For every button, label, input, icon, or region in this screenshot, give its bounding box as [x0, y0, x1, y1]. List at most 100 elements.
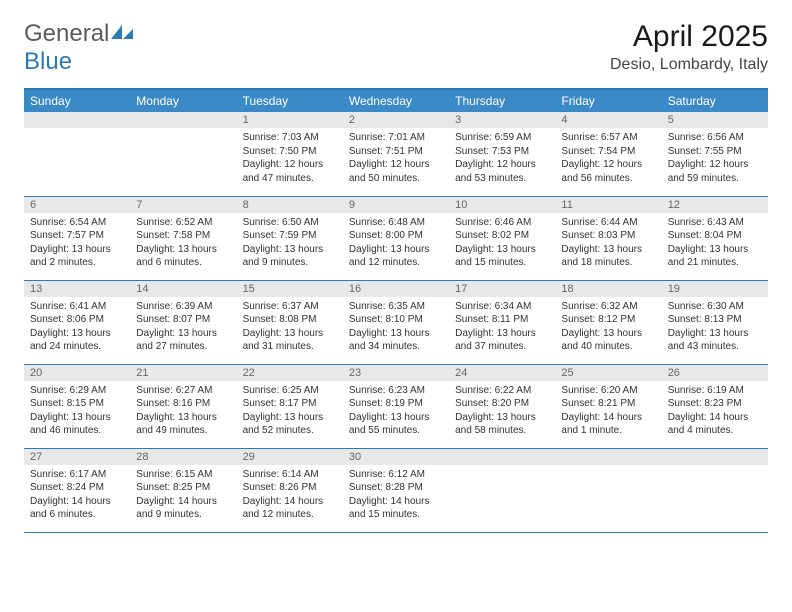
day-number: 25: [555, 365, 661, 381]
day-number: 22: [237, 365, 343, 381]
sunrise-text: Sunrise: 6:44 AM: [561, 216, 655, 230]
day-number: 15: [237, 281, 343, 297]
day-header: Friday: [555, 89, 661, 112]
daylight-text: Daylight: 13 hours and 15 minutes.: [455, 243, 549, 270]
sunset-text: Sunset: 8:26 PM: [243, 481, 337, 495]
day-content: Sunrise: 6:20 AMSunset: 8:21 PMDaylight:…: [555, 381, 661, 442]
day-number: 20: [24, 365, 130, 381]
daylight-text: Daylight: 14 hours and 1 minute.: [561, 411, 655, 438]
day-content: Sunrise: 6:14 AMSunset: 8:26 PMDaylight:…: [237, 465, 343, 526]
sunrise-text: Sunrise: 6:59 AM: [455, 131, 549, 145]
sunset-text: Sunset: 8:12 PM: [561, 313, 655, 327]
daylight-text: Daylight: 13 hours and 27 minutes.: [136, 327, 230, 354]
day-number-empty: [449, 449, 555, 465]
sunrise-text: Sunrise: 6:37 AM: [243, 300, 337, 314]
daylight-text: Daylight: 13 hours and 2 minutes.: [30, 243, 124, 270]
sunrise-text: Sunrise: 7:03 AM: [243, 131, 337, 145]
day-content: Sunrise: 6:22 AMSunset: 8:20 PMDaylight:…: [449, 381, 555, 442]
daylight-text: Daylight: 14 hours and 6 minutes.: [30, 495, 124, 522]
calendar-cell: 4Sunrise: 6:57 AMSunset: 7:54 PMDaylight…: [555, 112, 661, 196]
calendar-cell: 17Sunrise: 6:34 AMSunset: 8:11 PMDayligh…: [449, 280, 555, 364]
sunset-text: Sunset: 8:10 PM: [349, 313, 443, 327]
calendar-cell: 3Sunrise: 6:59 AMSunset: 7:53 PMDaylight…: [449, 112, 555, 196]
sunset-text: Sunset: 8:17 PM: [243, 397, 337, 411]
daylight-text: Daylight: 13 hours and 9 minutes.: [243, 243, 337, 270]
daylight-text: Daylight: 13 hours and 37 minutes.: [455, 327, 549, 354]
day-number: 6: [24, 197, 130, 213]
day-content: Sunrise: 6:35 AMSunset: 8:10 PMDaylight:…: [343, 297, 449, 358]
day-header: Monday: [130, 89, 236, 112]
sunrise-text: Sunrise: 6:48 AM: [349, 216, 443, 230]
day-content: Sunrise: 7:01 AMSunset: 7:51 PMDaylight:…: [343, 128, 449, 189]
day-content: Sunrise: 6:46 AMSunset: 8:02 PMDaylight:…: [449, 213, 555, 274]
calendar-cell: 7Sunrise: 6:52 AMSunset: 7:58 PMDaylight…: [130, 196, 236, 280]
calendar-cell: 27Sunrise: 6:17 AMSunset: 8:24 PMDayligh…: [24, 448, 130, 532]
day-header: Wednesday: [343, 89, 449, 112]
sunset-text: Sunset: 7:50 PM: [243, 145, 337, 159]
day-header: Tuesday: [237, 89, 343, 112]
day-content: Sunrise: 6:23 AMSunset: 8:19 PMDaylight:…: [343, 381, 449, 442]
sunrise-text: Sunrise: 6:27 AM: [136, 384, 230, 398]
sunset-text: Sunset: 8:21 PM: [561, 397, 655, 411]
daylight-text: Daylight: 12 hours and 50 minutes.: [349, 158, 443, 185]
day-number: 10: [449, 197, 555, 213]
sunset-text: Sunset: 8:03 PM: [561, 229, 655, 243]
day-content: Sunrise: 6:52 AMSunset: 7:58 PMDaylight:…: [130, 213, 236, 274]
day-number: 19: [662, 281, 768, 297]
sunrise-text: Sunrise: 6:12 AM: [349, 468, 443, 482]
calendar-header-row: SundayMondayTuesdayWednesdayThursdayFrid…: [24, 89, 768, 112]
day-number: 11: [555, 197, 661, 213]
calendar-cell: 5Sunrise: 6:56 AMSunset: 7:55 PMDaylight…: [662, 112, 768, 196]
day-content: Sunrise: 6:39 AMSunset: 8:07 PMDaylight:…: [130, 297, 236, 358]
sunrise-text: Sunrise: 6:19 AM: [668, 384, 762, 398]
calendar-cell: 13Sunrise: 6:41 AMSunset: 8:06 PMDayligh…: [24, 280, 130, 364]
day-content: Sunrise: 6:43 AMSunset: 8:04 PMDaylight:…: [662, 213, 768, 274]
calendar-week-row: 27Sunrise: 6:17 AMSunset: 8:24 PMDayligh…: [24, 448, 768, 532]
day-content: Sunrise: 6:25 AMSunset: 8:17 PMDaylight:…: [237, 381, 343, 442]
sunset-text: Sunset: 8:02 PM: [455, 229, 549, 243]
sunrise-text: Sunrise: 6:30 AM: [668, 300, 762, 314]
sunset-text: Sunset: 8:08 PM: [243, 313, 337, 327]
day-number-empty: [24, 112, 130, 128]
calendar-cell: 16Sunrise: 6:35 AMSunset: 8:10 PMDayligh…: [343, 280, 449, 364]
daylight-text: Daylight: 13 hours and 21 minutes.: [668, 243, 762, 270]
logo-sail-icon: [109, 20, 135, 38]
day-content: Sunrise: 6:44 AMSunset: 8:03 PMDaylight:…: [555, 213, 661, 274]
month-title: April 2025: [610, 20, 768, 54]
daylight-text: Daylight: 13 hours and 24 minutes.: [30, 327, 124, 354]
calendar-cell: [130, 112, 236, 196]
logo-part1: General: [24, 20, 109, 47]
sunset-text: Sunset: 8:00 PM: [349, 229, 443, 243]
sunrise-text: Sunrise: 6:17 AM: [30, 468, 124, 482]
day-header: Saturday: [662, 89, 768, 112]
sunset-text: Sunset: 8:16 PM: [136, 397, 230, 411]
sunset-text: Sunset: 7:58 PM: [136, 229, 230, 243]
daylight-text: Daylight: 14 hours and 15 minutes.: [349, 495, 443, 522]
day-content: Sunrise: 6:27 AMSunset: 8:16 PMDaylight:…: [130, 381, 236, 442]
sunrise-text: Sunrise: 6:29 AM: [30, 384, 124, 398]
calendar-cell: 19Sunrise: 6:30 AMSunset: 8:13 PMDayligh…: [662, 280, 768, 364]
sunrise-text: Sunrise: 6:15 AM: [136, 468, 230, 482]
calendar-cell: 9Sunrise: 6:48 AMSunset: 8:00 PMDaylight…: [343, 196, 449, 280]
calendar-cell: 12Sunrise: 6:43 AMSunset: 8:04 PMDayligh…: [662, 196, 768, 280]
day-number: 4: [555, 112, 661, 128]
sunrise-text: Sunrise: 6:39 AM: [136, 300, 230, 314]
calendar-cell: 24Sunrise: 6:22 AMSunset: 8:20 PMDayligh…: [449, 364, 555, 448]
calendar-cell: 21Sunrise: 6:27 AMSunset: 8:16 PMDayligh…: [130, 364, 236, 448]
calendar-table: SundayMondayTuesdayWednesdayThursdayFrid…: [24, 88, 768, 533]
daylight-text: Daylight: 14 hours and 12 minutes.: [243, 495, 337, 522]
day-content: Sunrise: 6:17 AMSunset: 8:24 PMDaylight:…: [24, 465, 130, 526]
day-number: 29: [237, 449, 343, 465]
calendar-week-row: 20Sunrise: 6:29 AMSunset: 8:15 PMDayligh…: [24, 364, 768, 448]
sunset-text: Sunset: 8:23 PM: [668, 397, 762, 411]
day-content: Sunrise: 6:34 AMSunset: 8:11 PMDaylight:…: [449, 297, 555, 358]
calendar-cell: 18Sunrise: 6:32 AMSunset: 8:12 PMDayligh…: [555, 280, 661, 364]
calendar-cell: [24, 112, 130, 196]
calendar-cell: 14Sunrise: 6:39 AMSunset: 8:07 PMDayligh…: [130, 280, 236, 364]
calendar-cell: 15Sunrise: 6:37 AMSunset: 8:08 PMDayligh…: [237, 280, 343, 364]
logo-part2: Blue: [24, 48, 72, 75]
sunrise-text: Sunrise: 6:43 AM: [668, 216, 762, 230]
calendar-cell: 8Sunrise: 6:50 AMSunset: 7:59 PMDaylight…: [237, 196, 343, 280]
sunrise-text: Sunrise: 7:01 AM: [349, 131, 443, 145]
day-number-empty: [555, 449, 661, 465]
